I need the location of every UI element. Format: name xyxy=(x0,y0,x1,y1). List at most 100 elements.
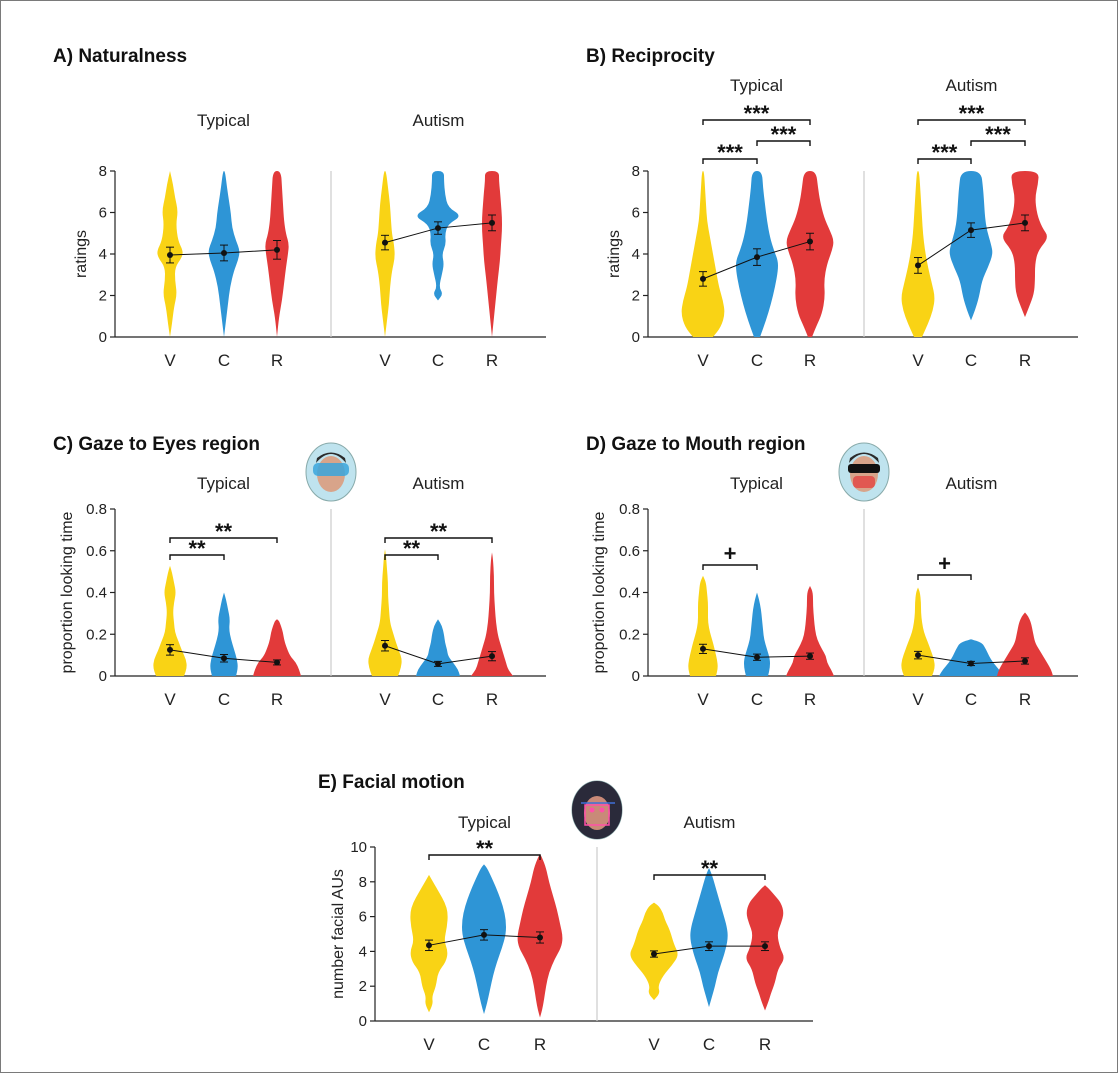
mean-point xyxy=(706,943,712,950)
y-tick-label: 2 xyxy=(632,288,640,305)
panel-title: E) Facial motion xyxy=(318,772,465,793)
mean-point xyxy=(382,642,388,649)
violin-c xyxy=(949,171,993,321)
mean-point xyxy=(489,219,495,226)
x-tick-label: R xyxy=(271,690,283,709)
y-tick-label: 0.4 xyxy=(619,585,640,602)
y-tick-label: 0.2 xyxy=(619,626,640,643)
panel-title: B) Reciprocity xyxy=(586,46,715,67)
significance-label: ** xyxy=(701,856,719,881)
mean-point xyxy=(537,934,543,941)
panel-title: D) Gaze to Mouth region xyxy=(586,434,806,455)
panel-d: D) Gaze to Mouth region 0 0.2 0.4 0.6 0.8 prop… xyxy=(586,434,1078,709)
mean-point xyxy=(762,943,768,950)
mean-point xyxy=(435,225,441,232)
violin-r xyxy=(471,552,513,676)
x-tick-label: R xyxy=(271,351,283,370)
significance-bracket: ** xyxy=(653,856,766,881)
y-tick-label: 4 xyxy=(632,246,640,263)
hair xyxy=(849,452,879,463)
x-tick-label: V xyxy=(912,690,924,709)
bracket-line xyxy=(756,140,811,146)
x-tick-label: V xyxy=(423,1035,435,1054)
significance-label: ** xyxy=(430,519,448,544)
significance-bracket: ** xyxy=(169,536,225,561)
x-tick-label: V xyxy=(912,351,924,370)
significance-bracket: + xyxy=(702,541,758,570)
significance-label: ** xyxy=(403,536,421,561)
group-title: Autism xyxy=(684,813,736,832)
y-axis-label: number facial AUs xyxy=(330,869,347,999)
violin-v xyxy=(375,171,395,337)
y-tick-label: 0.6 xyxy=(619,543,640,560)
violin-c xyxy=(210,592,238,676)
y-tick-label: 0.8 xyxy=(86,501,107,518)
x-tick-label: R xyxy=(1019,351,1031,370)
x-tick-label: R xyxy=(759,1035,771,1054)
bracket-line xyxy=(702,158,758,164)
y-tick-label: 10 xyxy=(350,839,367,856)
panel-title: C) Gaze to Eyes region xyxy=(53,434,260,455)
significance-bracket: *** xyxy=(917,101,1026,126)
violin-r xyxy=(786,171,834,337)
violin-v xyxy=(688,575,718,676)
group-title: Autism xyxy=(946,76,998,95)
y-tick-label: 8 xyxy=(632,163,640,180)
x-tick-label: R xyxy=(486,351,498,370)
y-tick-label: 4 xyxy=(99,246,107,263)
violin-r xyxy=(1003,171,1047,318)
x-tick-label: R xyxy=(534,1035,546,1054)
mean-point xyxy=(807,238,813,245)
violin-v xyxy=(681,171,725,337)
mean-point xyxy=(221,655,227,662)
significance-label: *** xyxy=(771,122,797,147)
mean-point xyxy=(167,646,173,653)
x-tick-label: V xyxy=(697,690,709,709)
violin-c xyxy=(939,639,1003,676)
y-axis-label: ratings xyxy=(73,230,90,278)
x-tick-label: V xyxy=(379,690,391,709)
y-tick-label: 0.4 xyxy=(86,585,107,602)
bracket-line xyxy=(384,554,439,560)
bracket-line xyxy=(702,564,758,570)
group-title: Typical xyxy=(730,76,783,95)
violin-c xyxy=(417,171,459,301)
mean-point xyxy=(167,252,173,259)
y-axis-label: proportion looking time xyxy=(591,511,608,673)
mouth-highlight xyxy=(853,476,875,488)
mean-point xyxy=(426,942,432,949)
panel-c: C) Gaze to Eyes region 0 0.2 0.4 0.6 0.8 propo… xyxy=(53,434,546,709)
group-title: Autism xyxy=(413,474,465,493)
y-tick-label: 0.6 xyxy=(86,543,107,560)
significance-label: *** xyxy=(932,140,958,165)
violin-c xyxy=(416,619,460,676)
mean-point xyxy=(489,653,495,660)
landmark-eye-left xyxy=(589,807,595,813)
bracket-line xyxy=(428,854,541,860)
violin-v xyxy=(901,587,935,676)
mean-point xyxy=(968,660,974,667)
violin-r xyxy=(253,619,301,676)
mean-point xyxy=(651,951,657,958)
violin-r xyxy=(786,585,834,676)
landmark-box xyxy=(584,804,610,826)
group-title: Autism xyxy=(413,111,465,130)
x-tick-label: C xyxy=(965,690,977,709)
x-tick-label: R xyxy=(1019,690,1031,709)
x-tick-label: C xyxy=(218,351,230,370)
y-tick-label: 8 xyxy=(359,874,367,891)
panel-title: A) Naturalness xyxy=(53,46,187,67)
significance-bracket: ** xyxy=(428,836,541,861)
mean-point xyxy=(481,931,487,938)
landmark-eye-right xyxy=(599,807,605,813)
x-tick-label: V xyxy=(164,351,176,370)
group-typical: Typical V C R + xyxy=(688,474,834,709)
x-tick-label: R xyxy=(486,690,498,709)
y-tick-label: 4 xyxy=(359,943,367,960)
significance-bracket: *** xyxy=(917,140,972,165)
significance-bracket: *** xyxy=(756,122,811,147)
mean-point xyxy=(274,246,280,253)
significance-label: + xyxy=(938,551,951,576)
